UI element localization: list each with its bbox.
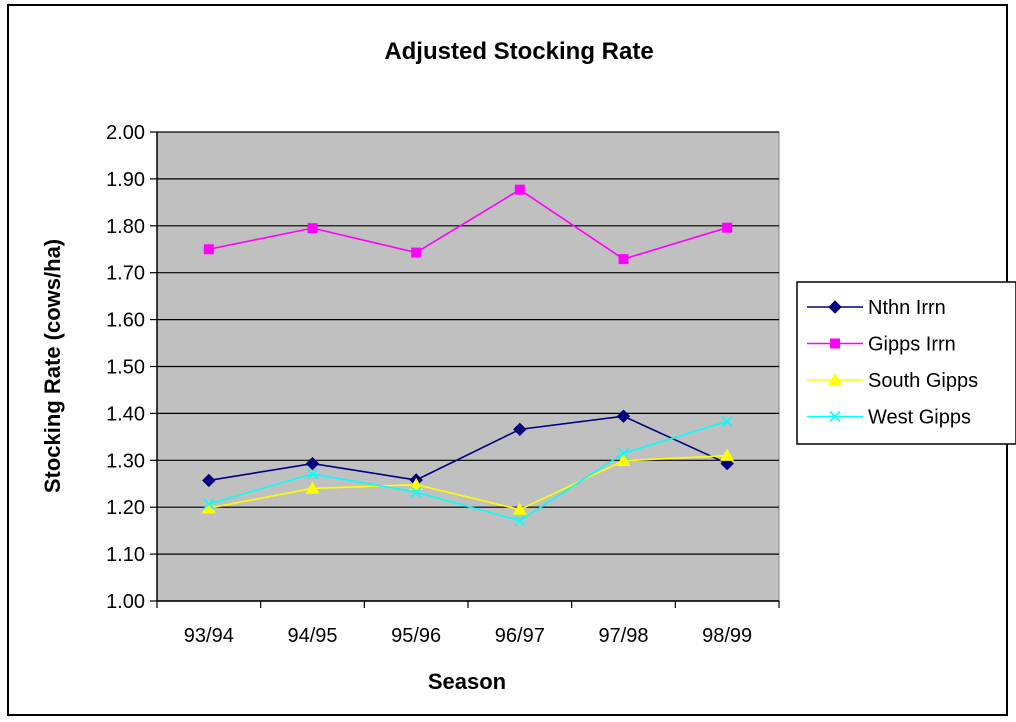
data-point-gipps-irrn (722, 222, 733, 233)
data-point-nthn-irrn (202, 473, 216, 488)
data-point-south-gipps (512, 502, 527, 515)
y-axis-title: Stocking Rate (cows/ha) (40, 239, 65, 493)
series-nthn-irrn (202, 409, 734, 488)
x-tick-label: 98/99 (702, 625, 752, 647)
x-axis-title: Season (428, 669, 506, 694)
data-point-gipps-irrn (307, 223, 318, 234)
data-point-west-gipps-stroke (410, 486, 422, 498)
series-line-gipps-irrn (208, 188, 728, 260)
data-point-gipps-irrn (203, 244, 214, 255)
legend-marker-gipps-irrn (830, 338, 840, 349)
data-point-west-gipps-stroke (721, 415, 733, 427)
data-point-west-gipps-stroke (617, 447, 630, 459)
legend-item-gipps-irrn: Gipps Irrn (807, 334, 956, 356)
y-tick-label: 1.00 (106, 591, 145, 613)
data-point-south-gipps (409, 477, 424, 490)
x-tick-label: 94/95 (287, 625, 337, 647)
legend-label-gipps-irrn: Gipps Irrn (868, 334, 956, 356)
legend-label-west-gipps: West Gipps (868, 407, 971, 429)
y-tick-label: 1.80 (106, 216, 145, 238)
series-south-gipps (201, 448, 735, 515)
data-point-south-gipps (305, 481, 320, 494)
x-axis-ticks: 93/94 94/95 95/96 96/97 97/98 98/99 (156, 601, 780, 647)
series-gipps-irrn (203, 184, 733, 265)
y-tick-label: 1.40 (106, 403, 145, 425)
x-tick-label: 97/98 (598, 625, 648, 647)
data-point-west-gipps (721, 415, 733, 427)
legend-label-south-gipps: South Gipps (868, 370, 978, 392)
legend-item-nthn-irrn: Nthn Irrn (807, 297, 946, 319)
legend-marker-nthn-irrn (828, 300, 842, 314)
data-point-gipps-irrn (411, 247, 422, 258)
x-tick-label: 93/94 (184, 625, 234, 647)
x-tick-label: 95/96 (391, 625, 441, 647)
legend-label-nthn-irrn: Nthn Irrn (868, 297, 946, 319)
data-point-gipps-irrn (514, 184, 525, 195)
x-tick-label: 96/97 (495, 625, 545, 647)
y-tick-label: 1.60 (106, 310, 145, 332)
data-point-west-gipps (203, 498, 215, 510)
y-tick-label: 2.00 (106, 122, 145, 144)
data-point-west-gipps-stroke (514, 515, 526, 527)
data-point-west-gipps (306, 468, 319, 480)
series-line-nthn-irrn (208, 415, 728, 482)
y-tick-label: 1.30 (106, 450, 145, 472)
data-point-west-gipps (617, 447, 630, 459)
legend-item-south-gipps: South Gipps (807, 370, 978, 392)
data-point-west-gipps-stroke (203, 498, 215, 510)
series-line-south-gipps (208, 454, 728, 511)
legend-item-west-gipps: West Gipps (807, 407, 971, 429)
data-point-west-gipps (410, 486, 422, 498)
data-point-west-gipps-stroke (306, 468, 319, 480)
legend-marker-west-gipps-stroke (829, 410, 841, 423)
y-tick-label: 1.70 (106, 263, 145, 285)
y-tick-label: 1.20 (106, 497, 145, 519)
data-point-south-gipps (201, 501, 216, 514)
legend-marker-west-gipps (829, 410, 841, 423)
y-tick-label: 1.50 (106, 357, 145, 379)
data-point-nthn-irrn (305, 456, 320, 471)
y-axis-ticks: 1.00 1.10 1.20 1.30 1.40 1.50 1.60 1.70 1.80 1.90… (106, 122, 157, 613)
data-point-gipps-irrn (618, 254, 629, 265)
data-point-west-gipps (514, 515, 526, 527)
data-point-nthn-irrn (513, 422, 527, 437)
data-point-nthn-irrn (616, 409, 631, 423)
y-tick-label: 1.10 (106, 544, 145, 566)
legend: Nthn Irrn Gipps Irrn South Gipps West Gipps (796, 281, 1016, 445)
y-tick-label: 1.90 (106, 169, 145, 191)
chart-title: Adjusted Stocking Rate (384, 38, 653, 65)
series-line-west-gipps (208, 420, 728, 522)
legend-marker-south-gipps (828, 373, 842, 386)
data-point-south-gipps (720, 448, 735, 461)
series-group (201, 184, 735, 527)
series-west-gipps (203, 415, 733, 527)
data-point-south-gipps (616, 453, 631, 467)
